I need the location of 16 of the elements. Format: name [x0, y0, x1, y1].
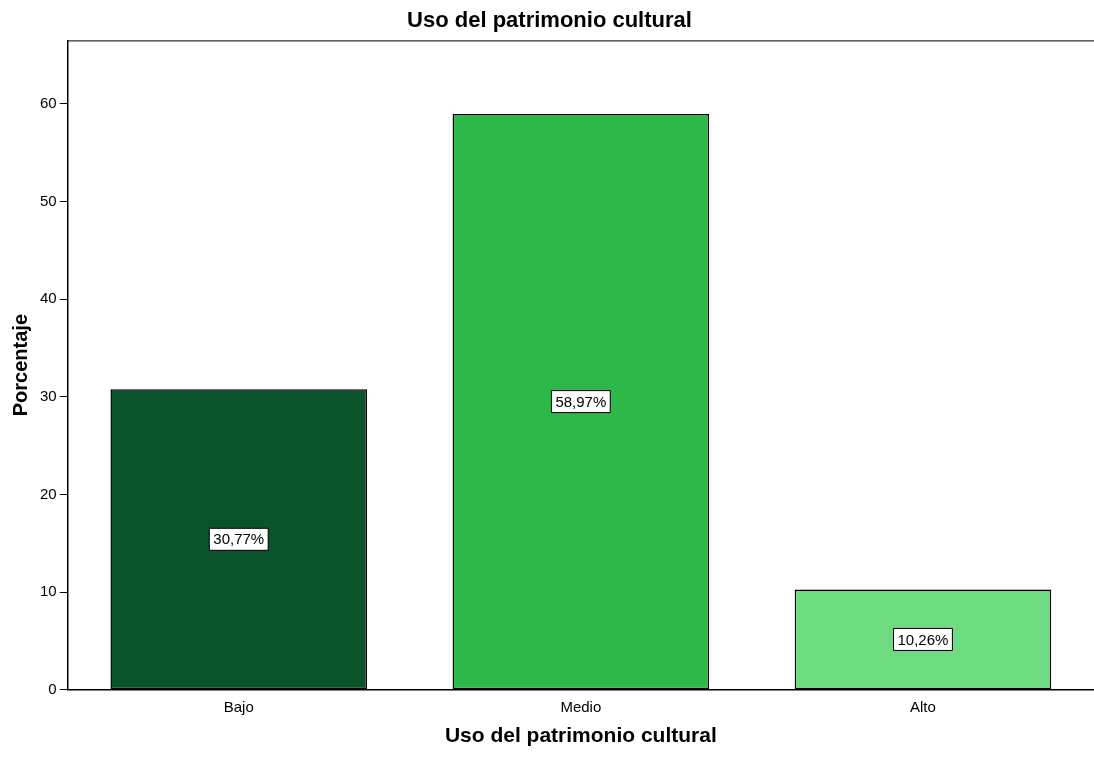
- chart-title: Uso del patrimonio cultural: [407, 7, 692, 33]
- data-label: 10,26%: [897, 630, 949, 648]
- y-tick-label: 0: [48, 679, 57, 697]
- y-axis-title: Porcentaje: [8, 313, 31, 417]
- y-tick-label: 20: [40, 484, 57, 502]
- y-tick-label: 40: [40, 289, 57, 307]
- data-label: 30,77%: [213, 530, 265, 548]
- x-tick-label: Medio: [560, 697, 602, 715]
- y-tick-label: 50: [40, 191, 57, 209]
- x-tick-label: Bajo: [223, 697, 254, 715]
- x-axis-title: Uso del patrimonio cultural: [444, 723, 717, 747]
- y-tick-label: 10: [40, 582, 57, 600]
- y-tick-label: 30: [40, 386, 57, 404]
- y-tick-label: 60: [40, 94, 57, 112]
- data-label: 58,97%: [555, 392, 607, 410]
- x-tick-label: Alto: [910, 697, 936, 715]
